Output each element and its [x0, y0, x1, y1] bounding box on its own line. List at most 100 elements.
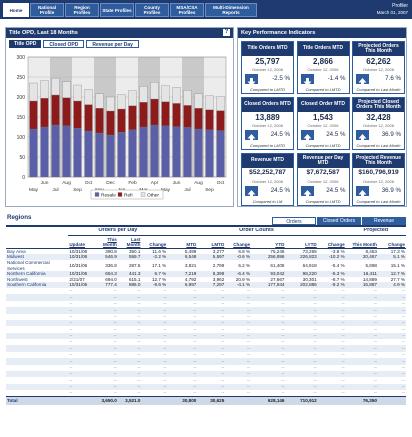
group-header: Projected	[345, 228, 406, 236]
legend-swatch	[140, 192, 146, 197]
empty-cell: --	[281, 288, 285, 294]
region-name[interactable]: Bay Area	[7, 248, 26, 254]
empty-cell: --	[281, 326, 285, 332]
kpi-card-header: Title Orders MTD	[242, 42, 293, 56]
empty-cell: --	[113, 307, 117, 313]
nav-tab[interactable]: State Profiles	[100, 3, 134, 17]
nav-tab[interactable]: County Profiles	[135, 3, 169, 17]
empty-cell: --	[341, 307, 345, 313]
empty-cell: --	[163, 365, 167, 371]
region-name[interactable]: Midwest	[7, 254, 24, 260]
empty-cell: --	[281, 371, 285, 377]
empty-cell: --	[373, 371, 377, 377]
empty-cell: --	[163, 345, 167, 351]
kpi-value: 1,543	[312, 113, 334, 122]
empty-cell: --	[193, 371, 197, 377]
table-cell: 777.4	[105, 282, 117, 288]
region-name[interactable]: Northwest	[7, 276, 28, 282]
empty-cell: --	[373, 301, 377, 307]
total-cell: 30,625	[210, 398, 225, 404]
kpi-card: Closed Orders MTD 13,889 October 12, 2006 2…	[241, 97, 294, 150]
x-tick-label: Jul	[52, 187, 58, 193]
region-name[interactable]: Northern California	[7, 271, 46, 277]
empty-cell: --	[137, 339, 141, 345]
kpi-card-title: Projected Revenue This Month	[355, 154, 402, 166]
empty-cell: --	[401, 339, 405, 345]
chart-tab[interactable]: Closed OPD	[43, 40, 85, 48]
arrow-icon	[247, 78, 256, 86]
nav-tab[interactable]: Multi-Dimension Reports	[205, 3, 257, 17]
bar-segment	[172, 87, 181, 104]
table-cell: 559.7	[128, 254, 141, 260]
empty-cell: --	[163, 358, 167, 364]
table-cell: 12.7 %	[151, 276, 167, 282]
table-cell: 64,918	[302, 262, 317, 268]
table-cell: -2.2 %	[152, 254, 167, 260]
empty-cell: --	[193, 320, 197, 326]
empty-cell: --	[221, 326, 225, 332]
region-name[interactable]: Southern California	[7, 282, 47, 288]
table-cell: 6,997	[184, 282, 197, 288]
table-cell: 12.7 %	[390, 271, 405, 277]
empty-cell: --	[113, 313, 117, 319]
empty-cell: --	[281, 358, 285, 364]
total-cell: 3,650.0	[101, 398, 117, 404]
empty-cell: --	[313, 358, 317, 364]
empty-cell: --	[373, 313, 377, 319]
table-cell: 61,405	[270, 262, 285, 268]
table-cell: 15.1 %	[390, 262, 405, 268]
bar-segment	[205, 129, 214, 178]
group-header-row: Orders per Day Order Counts Projected	[6, 228, 406, 236]
empty-cell: --	[341, 352, 345, 358]
kpi-change: 36.9 %	[381, 187, 401, 194]
empty-cell: --	[373, 390, 377, 396]
empty-cell: --	[137, 352, 141, 358]
empty-cell: --	[69, 288, 73, 294]
empty-cell: --	[341, 301, 345, 307]
table-cell: 3,821	[184, 262, 197, 268]
region-name[interactable]: National Commercial Services	[7, 259, 50, 271]
bar-segment	[205, 95, 214, 110]
empty-row: -- -- -- -- -- -- -- -- -- -- -- --	[6, 364, 406, 372]
kpi-compared: Compared to LMTD	[305, 87, 341, 92]
nav-tab[interactable]: National Profile	[30, 3, 64, 17]
kpi-arrow	[356, 74, 369, 86]
regions-tab[interactable]: Orders	[272, 217, 316, 225]
empty-cell: --	[163, 384, 167, 390]
kpi-date: October 12, 2006	[363, 123, 394, 128]
empty-cell: --	[69, 365, 73, 371]
nav-tab[interactable]: Home	[3, 3, 29, 17]
empty-cell: --	[221, 371, 225, 377]
empty-cell: --	[137, 313, 141, 319]
empty-cell: --	[113, 294, 117, 300]
table-cell: 6,399	[212, 271, 225, 277]
bar-segment	[40, 80, 49, 99]
chart-tab[interactable]: Revenue per Day	[86, 40, 139, 48]
arrow-icon	[247, 134, 256, 142]
bar-segment	[128, 90, 137, 106]
empty-cell: --	[281, 333, 285, 339]
kpi-value: 2,866	[312, 57, 334, 66]
table-cell: 10/31/06	[69, 271, 88, 277]
help-icon[interactable]: ?	[223, 29, 230, 36]
empty-cell: --	[193, 333, 197, 339]
empty-cell: --	[401, 307, 405, 313]
empty-row: -- -- -- -- -- -- -- -- -- -- -- --	[6, 300, 406, 308]
nav-tab[interactable]: MSA/CSA Profiles	[170, 3, 204, 17]
arrow	[247, 190, 256, 198]
empty-cell: --	[247, 288, 251, 294]
empty-cell: --	[341, 288, 345, 294]
table-cell: 4.9 %	[393, 282, 405, 288]
chart-tab[interactable]: Title OPD	[9, 40, 42, 48]
regions-tab[interactable]: Revenue	[362, 217, 406, 225]
regions-tab[interactable]: Closed Orders	[317, 217, 361, 225]
empty-cell: --	[113, 352, 117, 358]
empty-cell: --	[247, 320, 251, 326]
empty-cell: --	[341, 384, 345, 390]
empty-cell: --	[313, 377, 317, 383]
nav-tab[interactable]: Region Profiles	[65, 3, 99, 17]
total-cell: 76,350	[362, 398, 377, 404]
empty-cell: --	[113, 345, 117, 351]
table-cell: 10/31/06	[69, 262, 88, 268]
empty-cell: --	[137, 320, 141, 326]
